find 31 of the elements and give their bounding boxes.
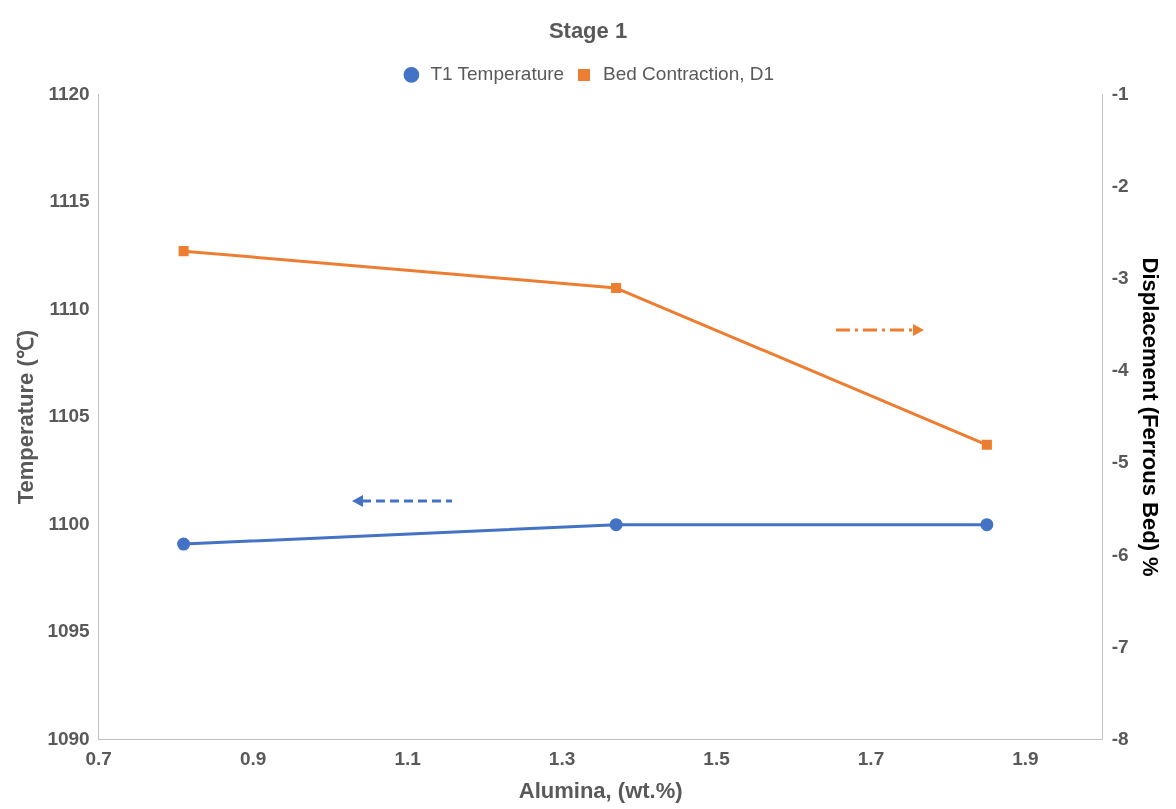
x-tick-label: 0.9 (239, 748, 267, 770)
point (981, 439, 992, 450)
legend-label: T1 Temperature (430, 63, 565, 85)
x-tick-label: 1.3 (548, 748, 576, 770)
y-tick-label: 1120 (48, 82, 90, 104)
y2-tick-label: -4 (1111, 359, 1130, 381)
x-tick-label: 1.5 (703, 748, 731, 770)
x-axis-title: Alumina, (wt.%) (518, 777, 683, 803)
y2-tick-label: -1 (1111, 82, 1130, 104)
legend-label: Bed Contraction, D1 (603, 63, 775, 85)
x-tick-label: 0.7 (85, 748, 112, 770)
y-tick-label: 1105 (48, 405, 91, 427)
y2-tick-label: -2 (1111, 174, 1129, 196)
y-tick-label: 1115 (49, 190, 91, 212)
point (611, 282, 622, 294)
y2-axis-title: Displacement (Ferrous Bed) % (1137, 257, 1163, 577)
x-tick-label: 1.1 (394, 748, 422, 770)
chart-title: Stage 1 (548, 18, 628, 44)
y-axis-title: Temperature (℃) (13, 329, 39, 505)
x-tick-label: 1.7 (857, 748, 885, 770)
y-tick-label: 1090 (47, 728, 90, 750)
y2-tick-label: -3 (1111, 267, 1129, 289)
y-tick-label: 1095 (47, 620, 91, 642)
point (178, 246, 189, 257)
y2-tick-label: -5 (1111, 451, 1130, 473)
x-tick-label: 1.9 (1012, 748, 1039, 770)
y2-tick-label: -8 (1111, 728, 1129, 750)
y2-tick-label: -6 (1111, 543, 1129, 565)
y-tick-label: 1110 (49, 297, 90, 319)
y2-tick-label: -7 (1111, 635, 1129, 657)
y-tick-label: 1100 (48, 512, 90, 534)
